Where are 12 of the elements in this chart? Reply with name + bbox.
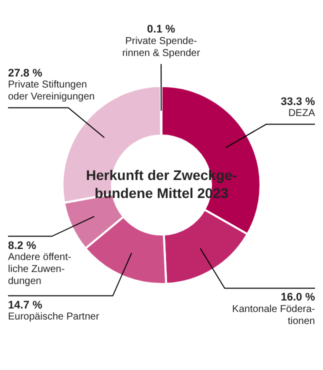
- data-label: 16.0 %: [280, 292, 316, 304]
- data-label: 33.3 %: [280, 96, 316, 108]
- slice-label: Andere öffent- liche Zuwen- dungen: [8, 252, 72, 288]
- data-label: 8.2 %: [8, 240, 36, 252]
- slice-label: Kantonale Födera- tionen: [232, 304, 315, 327]
- slice-label: Private Stiftungen oder Vereinigungen: [8, 80, 95, 103]
- slice-label: DEZA: [288, 108, 316, 120]
- data-label: 27.8 %: [8, 67, 42, 80]
- data-label: 0.1 %: [147, 24, 176, 36]
- data-label: 14.7 %: [8, 299, 42, 312]
- slice-label: Europäische Partner: [8, 312, 100, 323]
- slice-label: Private Spende- rinnen & Spender: [122, 36, 201, 59]
